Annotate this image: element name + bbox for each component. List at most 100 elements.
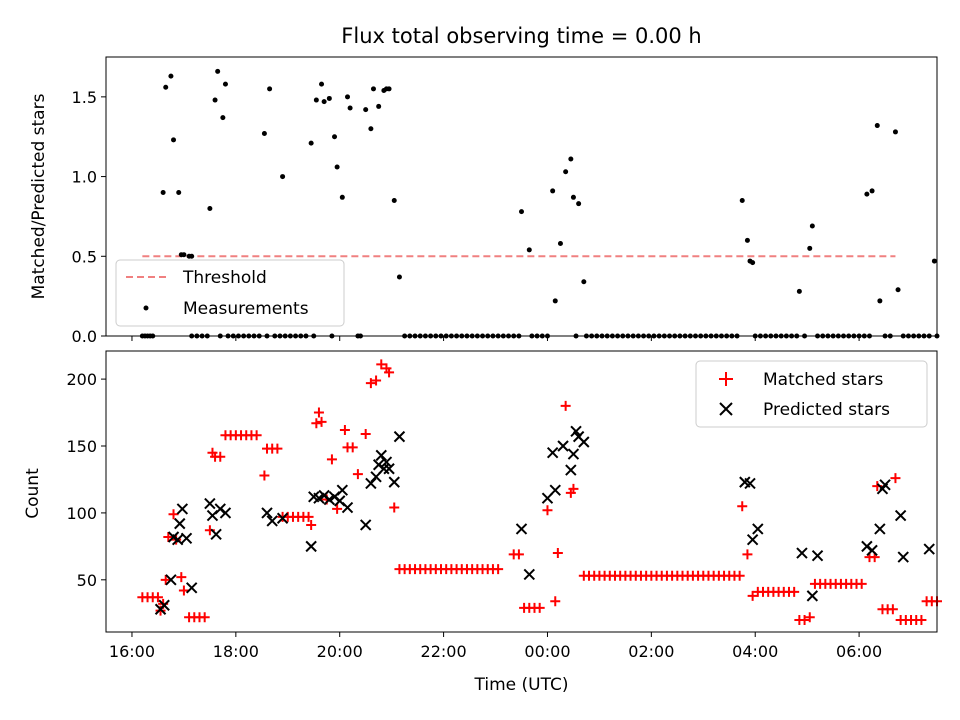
measurement-point	[874, 123, 880, 129]
predicted-point	[567, 448, 580, 460]
matched-point	[856, 578, 867, 589]
bottom-chart-xlabel: Time (UTC)	[474, 675, 569, 695]
predicted-point	[341, 501, 354, 514]
predicted-point	[276, 512, 289, 524]
y-tick-label: 200	[66, 370, 97, 389]
matched-point	[339, 424, 350, 435]
matched-point	[316, 416, 327, 427]
measurement-point	[526, 247, 532, 253]
legend-predicted-label: Predicted stars	[763, 400, 890, 420]
measurement-point	[744, 237, 750, 243]
measurement-point	[576, 201, 582, 207]
measurement-point	[334, 164, 340, 170]
y-tick-label: 100	[66, 504, 97, 523]
predicted-point	[305, 540, 317, 553]
bottom-legend-frame	[695, 360, 928, 428]
matched-point	[534, 602, 545, 613]
measurement-point	[261, 131, 267, 137]
matched-point	[552, 548, 563, 559]
predicted-point	[210, 528, 222, 541]
predicted-point	[176, 503, 189, 515]
measurement-point	[347, 105, 353, 111]
matched-point	[389, 502, 400, 513]
matched-point	[542, 505, 553, 516]
predicted-point	[365, 477, 377, 490]
measurement-point	[568, 156, 574, 162]
matched-point	[887, 604, 898, 615]
y-tick-label: 150	[66, 437, 97, 456]
matched-point	[215, 451, 226, 462]
legend-measurements-label: Measurements	[183, 299, 309, 319]
matched-point	[199, 612, 210, 623]
predicted-point	[380, 456, 393, 468]
matched-point	[493, 564, 504, 575]
measurement-point	[345, 94, 351, 100]
measurement-point	[368, 126, 374, 132]
legend-predicted-marker	[719, 402, 733, 416]
measurement-point	[176, 190, 182, 196]
matched-point	[560, 400, 571, 411]
predicted-point	[375, 449, 387, 462]
measurement-point	[563, 169, 569, 175]
predicted-point	[388, 476, 400, 488]
measurement-point	[581, 279, 587, 285]
matched-point	[513, 549, 524, 560]
x-tick-label: 16:00	[109, 642, 155, 661]
measurement-point	[864, 191, 870, 197]
predicted-point	[219, 507, 232, 519]
predicted-point	[744, 477, 756, 490]
measurement-point	[570, 194, 576, 200]
predicted-point	[578, 436, 590, 448]
matched-point	[734, 570, 745, 581]
matched-point	[568, 483, 579, 494]
measurement-point	[807, 245, 813, 251]
predicted-point	[565, 464, 577, 476]
x-tick-label: 18:00	[213, 642, 259, 661]
matched-point	[371, 375, 382, 386]
x-tick-label: 02:00	[628, 642, 674, 661]
y-tick-label: 1.5	[72, 88, 97, 107]
legend-matched-marker	[719, 372, 733, 386]
measurement-point	[189, 253, 195, 259]
top-chart-title: Flux total observing time = 0.00 h	[341, 24, 701, 48]
measurement-point	[160, 190, 166, 196]
x-tick-label: 04:00	[732, 642, 778, 661]
predicted-point	[336, 484, 349, 496]
predicted-point	[383, 463, 395, 475]
measurement-point	[220, 115, 226, 121]
measurement-point	[895, 287, 901, 293]
measurement-point	[332, 134, 338, 140]
predicted-point	[261, 507, 273, 519]
measurement-point	[207, 205, 213, 211]
x-tick-label: 20:00	[317, 642, 363, 661]
measurement-point	[877, 298, 883, 304]
predicted-point	[879, 479, 891, 491]
predicted-point	[158, 599, 170, 611]
matched-point	[311, 418, 322, 429]
measurement-point	[168, 73, 174, 79]
measurement-point	[321, 99, 327, 105]
matched-point	[152, 592, 163, 603]
legend-threshold-label: Threshold	[182, 268, 267, 288]
measurement-point	[809, 223, 815, 229]
predicted-point	[894, 509, 907, 522]
measurement-point	[326, 95, 332, 101]
y-tick-label: 50	[77, 571, 97, 590]
predicted-point	[165, 574, 177, 586]
measurement-point	[280, 174, 286, 180]
x-tick-label: 22:00	[421, 642, 467, 661]
measurement-point	[376, 103, 382, 109]
bottom-legend: Matched stars Predicted stars	[695, 360, 928, 428]
top-legend-frame	[115, 259, 345, 327]
matched-point	[251, 430, 262, 441]
axes-frame	[105, 56, 938, 337]
matched-point	[272, 443, 283, 454]
matched-point	[360, 428, 371, 439]
series-matched-stars	[137, 359, 942, 625]
series-predicted-stars	[154, 425, 935, 615]
axes-frame	[105, 350, 938, 633]
predicted-point	[806, 590, 819, 602]
matched-point	[352, 469, 363, 480]
matched-point	[376, 359, 387, 370]
